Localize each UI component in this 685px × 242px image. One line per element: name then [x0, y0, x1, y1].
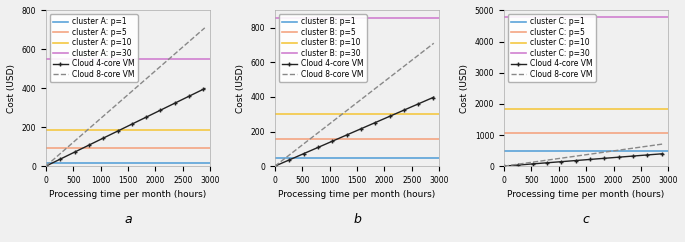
Cloud 4-core VM: [575, 159, 584, 162]
cluster A: p=10: (0, 185): p=10: (0, 185): [42, 129, 50, 132]
Cloud 8-core VM: [346, 106, 354, 109]
Cloud 4-core VM: [271, 165, 279, 168]
cluster A: p=10: (1, 185): p=10: (1, 185): [42, 129, 50, 132]
Cloud 4-core VM: [197, 89, 205, 92]
Cloud 8-core VM: [119, 98, 127, 101]
Text: b: b: [353, 213, 361, 226]
cluster B: p=5: (0, 158): p=5: (0, 158): [271, 137, 279, 140]
Cloud 4-core VM: [426, 97, 434, 100]
cluster B: p=10: (1, 300): p=10: (1, 300): [271, 113, 279, 116]
cluster C: p=30: (0, 4.8e+03): p=30: (0, 4.8e+03): [500, 15, 508, 18]
Cloud 4-core VM: [357, 127, 365, 130]
Cloud 4-core VM: [346, 132, 354, 135]
Cloud 4-core VM: [595, 157, 603, 160]
cluster B: p=10: (0, 300): p=10: (0, 300): [271, 113, 279, 116]
Line: Cloud 8-core VM: Cloud 8-core VM: [504, 144, 663, 166]
Cloud 8-core VM: [426, 45, 434, 48]
Cloud 8-core VM: [42, 165, 50, 168]
Cloud 8-core VM: [201, 26, 209, 29]
cluster A: p=1: (0, 18): p=1: (0, 18): [42, 161, 50, 164]
Cloud 4-core VM: [347, 131, 356, 134]
Cloud 4-core VM: [119, 127, 127, 130]
Cloud 8-core VM: [172, 51, 180, 54]
Line: Cloud 8-core VM: Cloud 8-core VM: [46, 28, 205, 166]
Cloud 8-core VM: [576, 154, 584, 157]
Cloud 4-core VM: [172, 101, 180, 104]
Cloud 8-core VM: [401, 64, 409, 67]
Cloud 4-core VM: [659, 152, 667, 155]
Cloud 4-core VM: [136, 119, 145, 121]
Cloud 8-core VM: [575, 154, 584, 157]
Cloud 4-core VM: [42, 165, 50, 168]
Line: Cloud 4-core VM: Cloud 4-core VM: [43, 86, 207, 169]
X-axis label: Processing time per month (hours): Processing time per month (hours): [508, 190, 664, 199]
cluster B: p=5: (1, 158): p=5: (1, 158): [271, 137, 279, 140]
X-axis label: Processing time per month (hours): Processing time per month (hours): [49, 190, 207, 199]
Cloud 4-core VM: [117, 128, 125, 131]
cluster A: p=5: (0, 95): p=5: (0, 95): [42, 146, 50, 149]
cluster C: p=30: (1, 4.8e+03): p=30: (1, 4.8e+03): [500, 15, 508, 18]
Cloud 4-core VM: [401, 108, 409, 111]
Y-axis label: Cost (USD): Cost (USD): [7, 64, 16, 113]
Cloud 4-core VM: [201, 87, 209, 90]
Cloud 4-core VM: [365, 124, 373, 127]
Cloud 8-core VM: [659, 143, 667, 145]
cluster C: p=5: (0, 1.08e+03): p=5: (0, 1.08e+03): [500, 131, 508, 134]
Legend: cluster A: p=1, cluster A: p=5, cluster A: p=10, cluster A: p=30, Cloud 4-core V: cluster A: p=1, cluster A: p=5, cluster …: [50, 14, 138, 82]
Cloud 8-core VM: [127, 90, 136, 93]
Text: c: c: [583, 213, 590, 226]
cluster A: p=5: (1, 95): p=5: (1, 95): [42, 146, 50, 149]
Text: a: a: [124, 213, 132, 226]
Line: Cloud 4-core VM: Cloud 4-core VM: [273, 95, 436, 169]
Cloud 8-core VM: [630, 147, 638, 150]
Y-axis label: Cost (USD): Cost (USD): [460, 64, 469, 113]
Cloud 8-core VM: [586, 153, 594, 156]
Cloud 8-core VM: [136, 82, 145, 85]
X-axis label: Processing time per month (hours): Processing time per month (hours): [278, 190, 436, 199]
Cloud 8-core VM: [197, 30, 205, 33]
cluster B: p=1: (1, 45): p=1: (1, 45): [271, 157, 279, 160]
Cloud 8-core VM: [365, 91, 373, 94]
Cloud 4-core VM: [586, 158, 594, 161]
cluster B: p=30: (0, 855): p=30: (0, 855): [271, 17, 279, 20]
cluster A: p=30: (0, 548): p=30: (0, 548): [42, 58, 50, 61]
Cloud 4-core VM: [576, 159, 584, 162]
Cloud 4-core VM: [429, 96, 438, 99]
Line: Cloud 4-core VM: Cloud 4-core VM: [501, 151, 665, 169]
cluster A: p=30: (1, 548): p=30: (1, 548): [42, 58, 50, 61]
Cloud 8-core VM: [347, 106, 356, 108]
cluster B: p=1: (0, 45): p=1: (0, 45): [271, 157, 279, 160]
Legend: cluster C: p=1, cluster C: p=5, cluster C: p=10, cluster C: p=30, Cloud 4-core V: cluster C: p=1, cluster C: p=5, cluster …: [508, 14, 595, 82]
cluster C: p=10: (1, 1.83e+03): p=10: (1, 1.83e+03): [500, 108, 508, 111]
cluster B: p=30: (1, 855): p=30: (1, 855): [271, 17, 279, 20]
Line: Cloud 8-core VM: Cloud 8-core VM: [275, 43, 434, 166]
Cloud 8-core VM: [595, 151, 603, 154]
cluster C: p=5: (1, 1.08e+03): p=5: (1, 1.08e+03): [500, 131, 508, 134]
Y-axis label: Cost (USD): Cost (USD): [236, 64, 245, 113]
Cloud 4-core VM: [500, 165, 508, 168]
Cloud 8-core VM: [500, 165, 508, 168]
cluster C: p=1: (0, 500): p=1: (0, 500): [500, 149, 508, 152]
Cloud 8-core VM: [271, 165, 279, 168]
cluster A: p=1: (1, 18): p=1: (1, 18): [42, 161, 50, 164]
Cloud 4-core VM: [630, 155, 638, 158]
cluster C: p=1: (1, 500): p=1: (1, 500): [500, 149, 508, 152]
Cloud 8-core VM: [655, 143, 663, 146]
Cloud 4-core VM: [127, 123, 136, 126]
Cloud 8-core VM: [357, 98, 365, 101]
Cloud 4-core VM: [655, 153, 663, 156]
Legend: cluster B: p=1, cluster B: p=5, cluster B: p=10, cluster B: p=30, Cloud 4-core V: cluster B: p=1, cluster B: p=5, cluster …: [279, 14, 366, 82]
Cloud 8-core VM: [429, 42, 438, 45]
cluster C: p=10: (0, 1.83e+03): p=10: (0, 1.83e+03): [500, 108, 508, 111]
Cloud 8-core VM: [117, 99, 125, 102]
